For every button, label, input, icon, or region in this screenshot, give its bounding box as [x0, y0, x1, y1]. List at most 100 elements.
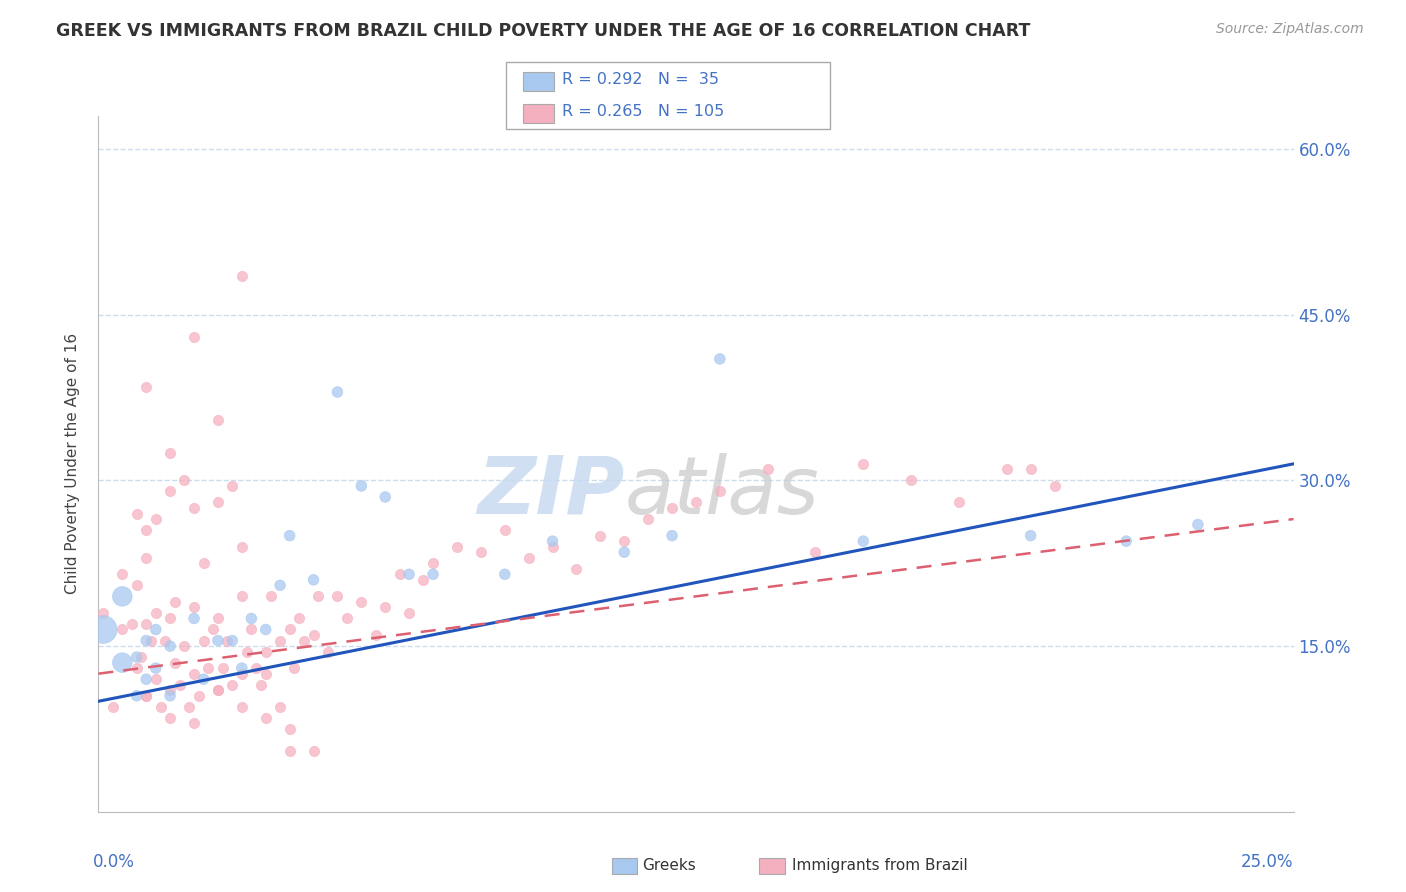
Point: [278, 623, 301, 637]
Point: [852, 534, 875, 549]
Point: [231, 269, 253, 284]
Point: [145, 672, 167, 686]
Point: [111, 623, 134, 637]
Point: [254, 666, 277, 681]
Point: [948, 495, 970, 509]
Point: [145, 623, 167, 637]
Point: [350, 479, 373, 493]
Point: [661, 528, 683, 542]
Point: [1187, 517, 1209, 532]
Point: [187, 689, 209, 703]
Point: [422, 556, 444, 570]
Point: [91, 606, 114, 620]
Point: [135, 617, 157, 632]
Point: [709, 484, 731, 499]
Point: [374, 490, 396, 504]
Point: [121, 617, 143, 632]
Point: [494, 523, 516, 537]
Point: [183, 666, 205, 681]
Point: [125, 661, 148, 675]
Point: [207, 633, 229, 648]
Point: [221, 678, 243, 692]
Point: [1019, 462, 1042, 476]
Point: [254, 711, 277, 725]
Point: [135, 672, 157, 686]
Point: [159, 689, 181, 703]
Point: [125, 689, 148, 703]
Point: [278, 722, 301, 736]
Point: [159, 639, 181, 653]
Point: [135, 523, 157, 537]
Point: [125, 578, 148, 592]
Point: [193, 672, 215, 686]
Point: [159, 683, 181, 698]
Point: [163, 595, 186, 609]
Point: [240, 611, 263, 625]
Point: [302, 744, 325, 758]
Point: [240, 623, 263, 637]
Point: [217, 633, 239, 648]
Point: [517, 550, 540, 565]
Point: [494, 567, 516, 582]
Point: [364, 628, 387, 642]
Point: [145, 606, 167, 620]
Point: [111, 656, 134, 670]
Point: [245, 661, 267, 675]
Point: [163, 656, 186, 670]
Text: 0.0%: 0.0%: [93, 854, 135, 871]
Point: [145, 512, 167, 526]
Point: [159, 484, 181, 499]
Point: [350, 595, 373, 609]
Point: [316, 644, 339, 658]
Point: [307, 590, 329, 604]
Point: [637, 512, 659, 526]
Point: [288, 611, 311, 625]
Point: [235, 644, 257, 658]
Point: [250, 678, 273, 692]
Point: [135, 689, 157, 703]
Point: [231, 540, 253, 554]
Text: Immigrants from Brazil: Immigrants from Brazil: [792, 858, 967, 872]
Text: GREEK VS IMMIGRANTS FROM BRAZIL CHILD POVERTY UNDER THE AGE OF 16 CORRELATION CH: GREEK VS IMMIGRANTS FROM BRAZIL CHILD PO…: [56, 22, 1031, 40]
Point: [207, 495, 229, 509]
Text: atlas: atlas: [624, 452, 820, 531]
Point: [1019, 528, 1042, 542]
Point: [183, 600, 205, 615]
Point: [541, 540, 564, 554]
Point: [1043, 479, 1066, 493]
Point: [207, 412, 229, 426]
Point: [231, 590, 253, 604]
Point: [231, 666, 253, 681]
Point: [111, 590, 134, 604]
Text: Source: ZipAtlas.com: Source: ZipAtlas.com: [1216, 22, 1364, 37]
Point: [193, 633, 215, 648]
Point: [685, 495, 707, 509]
Point: [91, 623, 114, 637]
Point: [326, 385, 349, 400]
Point: [278, 744, 301, 758]
Point: [613, 534, 636, 549]
Point: [326, 590, 349, 604]
Point: [269, 578, 291, 592]
Point: [804, 545, 827, 559]
Point: [259, 590, 281, 604]
Point: [197, 661, 219, 675]
Point: [139, 633, 162, 648]
Text: 25.0%: 25.0%: [1241, 854, 1294, 871]
Point: [101, 699, 124, 714]
Point: [422, 567, 444, 582]
Point: [589, 528, 612, 542]
Point: [756, 462, 779, 476]
Point: [125, 650, 148, 665]
Point: [183, 501, 205, 516]
Point: [179, 699, 201, 714]
Point: [565, 562, 588, 576]
Point: [111, 567, 134, 582]
Point: [211, 661, 233, 675]
Point: [135, 550, 157, 565]
Point: [613, 545, 636, 559]
Point: [374, 600, 396, 615]
Point: [145, 661, 167, 675]
Point: [173, 474, 195, 488]
Point: [1115, 534, 1137, 549]
